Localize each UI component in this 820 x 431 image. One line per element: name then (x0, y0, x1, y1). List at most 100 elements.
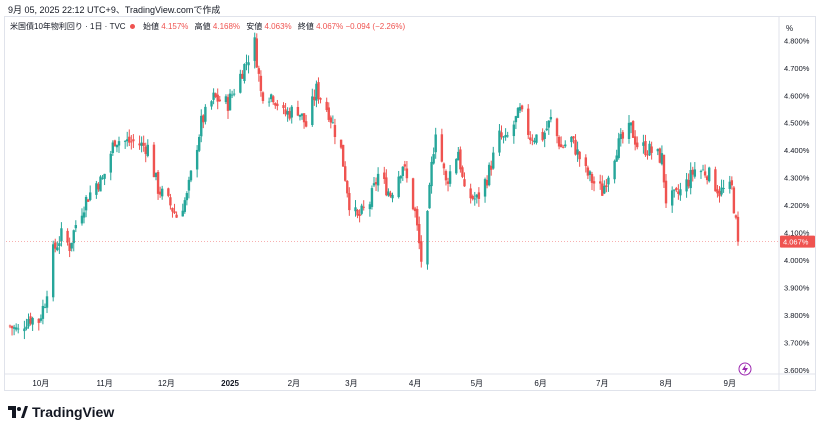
candle-body (80, 215, 84, 224)
candle-body (483, 179, 487, 197)
candle-body (54, 242, 57, 249)
candle-body (428, 184, 431, 209)
candle-body (576, 149, 579, 155)
y-tick-label: 3.700% (784, 338, 810, 347)
candle-body (239, 73, 242, 93)
candle-body (516, 108, 520, 118)
candle-body (167, 188, 170, 196)
candle-body (368, 204, 372, 210)
x-tick-label: 2025 (221, 379, 239, 388)
candle-body (189, 170, 193, 181)
y-tick-label: 4.200% (784, 201, 810, 210)
candle-body (545, 128, 548, 131)
candle-body (37, 318, 40, 323)
chart-caption: 9月 05, 2025 22:12 UTC+9、TradingView.comで… (8, 5, 221, 15)
candle-body (420, 241, 423, 262)
candle-body (490, 165, 493, 170)
candle-body (169, 197, 172, 206)
candle-body (372, 183, 376, 186)
candle-body (561, 146, 565, 148)
x-tick-label: 5月 (471, 379, 483, 388)
candle-body (286, 111, 289, 115)
y-tick-label: 3.900% (784, 283, 810, 292)
candle-body (247, 62, 250, 66)
axis-unit-label: % (786, 24, 793, 33)
candle-body (559, 144, 563, 148)
candle-body (325, 101, 328, 111)
last-price-layer: 4.067% (6, 235, 815, 248)
y-tick-label: 3.800% (784, 311, 810, 320)
status-dot-icon (129, 24, 135, 30)
candle-body (415, 209, 419, 226)
candle-body (734, 215, 738, 218)
candle-body (448, 171, 452, 184)
candle-body (492, 152, 495, 169)
candle-body (648, 143, 651, 156)
last-price-tag (780, 235, 815, 248)
candle-body (475, 194, 479, 198)
candle-body (23, 328, 26, 332)
candle-body (376, 173, 380, 186)
candle-body (232, 93, 236, 95)
candle-body (662, 154, 666, 183)
candle-body (615, 155, 618, 162)
candle-body (607, 177, 610, 185)
candle-body (41, 305, 45, 319)
y-tick-label: 3.600% (784, 366, 810, 375)
chart-frame[interactable] (4, 16, 816, 391)
candle-body (590, 174, 594, 183)
candle-body (60, 228, 63, 242)
candle-body (457, 151, 460, 161)
candle-body (636, 142, 639, 148)
candle-body (664, 180, 668, 204)
symbol-label: 米国債10年物利回り · 1日 · TVC (10, 22, 126, 31)
candle-body (302, 113, 306, 123)
lightning-icon[interactable] (738, 362, 752, 376)
candle-body (138, 143, 141, 146)
candle-body (547, 120, 551, 128)
x-tick-label: 2月 (288, 379, 300, 388)
candle-body (693, 169, 697, 177)
price-axis: 3.600% 3.700% 3.800% 3.900% 4.000% 4.100% 4.20… (784, 36, 810, 375)
candle-body (720, 187, 723, 195)
candle-body (430, 161, 433, 187)
candle-body (331, 122, 335, 124)
candle-body (259, 75, 263, 91)
candle-body (86, 199, 90, 202)
candle-body (642, 142, 645, 146)
y-tick-label: 4.400% (784, 146, 810, 155)
change-value: −0.094 (345, 22, 371, 31)
x-tick-label: 9月 (724, 379, 736, 388)
candle-body (126, 139, 129, 142)
candle-body (185, 193, 189, 201)
candle-body (442, 163, 446, 169)
candle-body (477, 192, 481, 199)
candle-body (362, 206, 365, 208)
candle-body (535, 134, 538, 143)
candle-body (629, 122, 633, 126)
candle-body (543, 132, 546, 139)
candle-body (113, 140, 117, 147)
candle-body (444, 171, 448, 181)
candle-body (405, 168, 409, 179)
candle-body (253, 37, 256, 61)
candle-body (216, 94, 219, 102)
candle-body (31, 318, 34, 325)
candle-body (10, 326, 14, 329)
candle-body (432, 154, 435, 164)
candle-body (605, 185, 608, 187)
candle-body (317, 82, 320, 99)
candle-body (691, 169, 694, 175)
candle-body (274, 103, 277, 106)
candle-body (142, 142, 145, 146)
candle-body (144, 146, 147, 155)
candle-body (181, 210, 184, 217)
tradingview-logo[interactable]: TradingView (8, 404, 114, 420)
candles-layer (8, 32, 740, 340)
candle-body (627, 122, 631, 139)
candle-body (14, 327, 18, 330)
candle-body (210, 101, 213, 107)
high-value: 4.168% (212, 22, 241, 31)
candle-body (601, 183, 604, 196)
